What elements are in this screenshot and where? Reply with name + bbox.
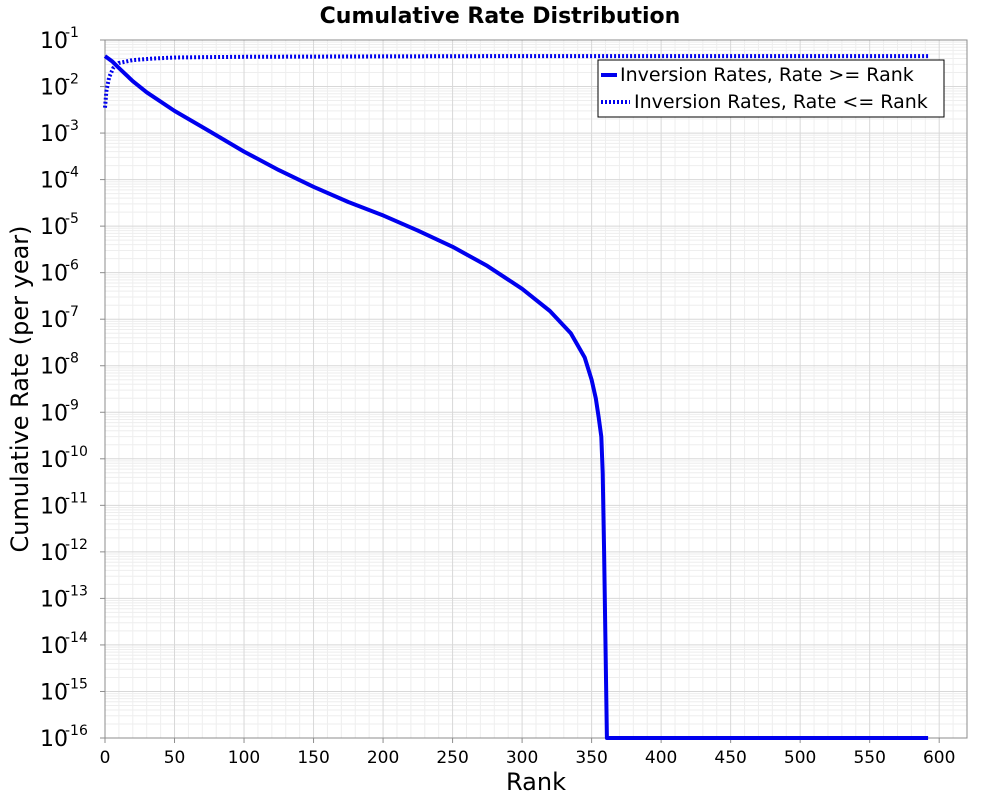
plot-frame	[104, 39, 968, 739]
chart-title: Cumulative Rate Distribution	[320, 4, 681, 29]
legend: Inversion Rates, Rate >= Rank Inversion …	[597, 59, 945, 118]
y-tick-label-base: 10	[40, 634, 68, 659]
y-tick-label-base: 10	[40, 401, 68, 426]
x-axis-label: Rank	[506, 768, 566, 796]
y-tick-label-base: 10	[40, 122, 68, 147]
y-tick-label-base: 10	[40, 76, 68, 101]
y-tick-label-exponent: -5	[65, 211, 79, 227]
y-tick-label-exponent: -14	[65, 630, 88, 646]
y-tick-label-base: 10	[40, 587, 68, 612]
y-tick-label-exponent: -15	[65, 676, 88, 692]
y-tick-label-exponent: -1	[65, 25, 79, 41]
series-line-rate-le-rank	[103, 54, 929, 108]
y-tick-label-base: 10	[40, 355, 68, 380]
y-tick-label-exponent: -8	[65, 351, 79, 367]
legend-label-rate-le-rank: Inversion Rates, Rate <= Rank	[634, 91, 928, 113]
y-tick-label-base: 10	[40, 448, 68, 473]
x-tick-label: 600	[923, 748, 955, 768]
y-tick-label-exponent: -13	[65, 583, 88, 599]
y-tick-label-exponent: -12	[65, 537, 88, 553]
x-tick-label: 350	[575, 748, 607, 768]
y-tick-label-exponent: -3	[65, 118, 79, 134]
y-tick-label-exponent: -11	[65, 490, 88, 506]
grid	[105, 39, 967, 739]
y-axis-label: Cumulative Rate (per year)	[6, 225, 34, 552]
x-axis-ticks: 0 50 100 150 200 250 300 350 400 450 500 550 600	[100, 738, 955, 768]
y-tick-label-exponent: -9	[65, 397, 79, 413]
x-tick-label: 300	[506, 748, 538, 768]
y-tick-label-base: 10	[40, 29, 68, 54]
y-axis-ticks: 10-110-210-310-410-510-610-710-810-910-1…	[40, 25, 105, 752]
y-tick-label-base: 10	[40, 541, 68, 566]
series-layer	[103, 54, 929, 740]
y-tick-label-base: 10	[40, 262, 68, 287]
x-tick-label: 200	[367, 748, 399, 768]
y-tick-label-exponent: -6	[65, 258, 79, 274]
y-tick-label-exponent: -10	[65, 444, 88, 460]
y-tick-label-exponent: -2	[65, 72, 79, 88]
y-tick-label-base: 10	[40, 169, 68, 194]
series-line-rate-ge-rank	[103, 54, 929, 740]
x-tick-label: 450	[714, 748, 746, 768]
y-tick-label-exponent: -4	[65, 165, 79, 181]
x-tick-label: 250	[436, 748, 468, 768]
y-tick-label-exponent: -16	[65, 723, 88, 739]
x-tick-label: 0	[100, 748, 111, 768]
y-tick-label-base: 10	[40, 215, 68, 240]
y-tick-label-exponent: -7	[65, 304, 79, 320]
y-tick-label-base: 10	[40, 680, 68, 705]
x-tick-label: 500	[784, 748, 816, 768]
legend-box	[597, 59, 945, 118]
x-tick-label: 400	[645, 748, 677, 768]
y-tick-label-base: 10	[40, 727, 68, 752]
y-tick-label-base: 10	[40, 494, 68, 519]
y-tick-label-base: 10	[40, 308, 68, 333]
x-tick-label: 550	[853, 748, 885, 768]
x-tick-label: 50	[164, 748, 186, 768]
x-tick-label: 150	[297, 748, 329, 768]
legend-label-rate-ge-rank: Inversion Rates, Rate >= Rank	[620, 64, 914, 86]
x-tick-label: 100	[228, 748, 260, 768]
